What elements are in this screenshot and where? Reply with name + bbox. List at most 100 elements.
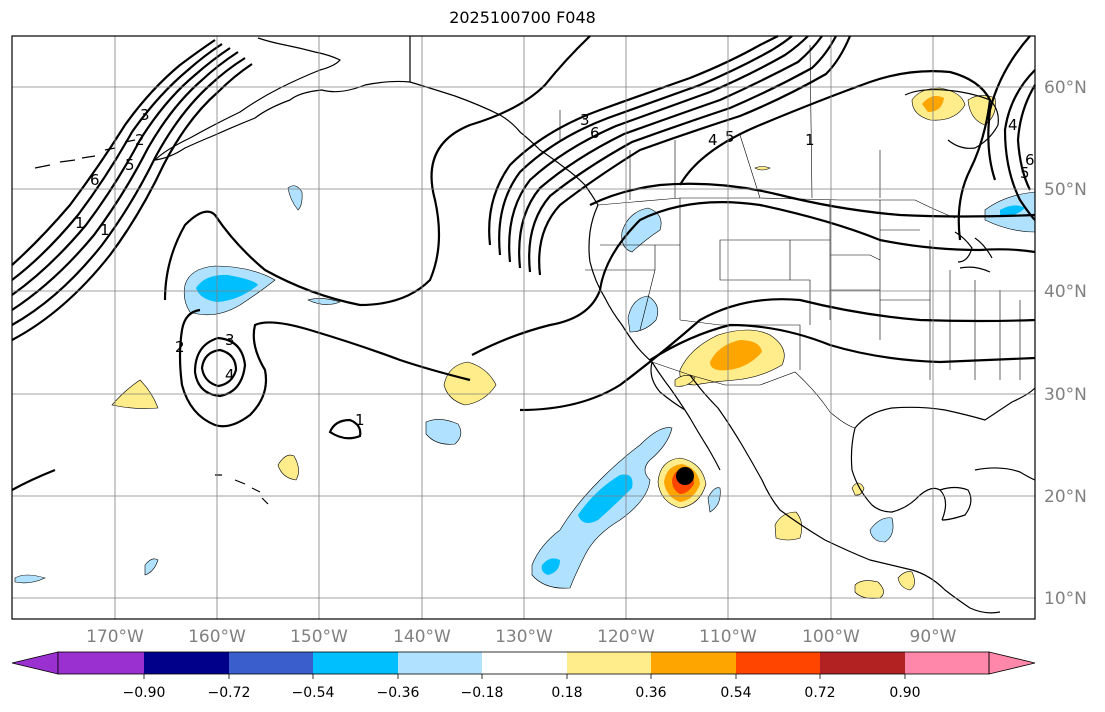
clabel-r1: 4 xyxy=(708,131,718,149)
shade-pos-hudson-2 xyxy=(967,95,996,126)
shade-neg-baja-core xyxy=(578,474,633,524)
colorbar-seg-8 xyxy=(651,652,736,674)
lat-label-50: 50°N xyxy=(1044,180,1087,200)
contour-ridge-4 xyxy=(518,35,823,269)
shade-neg-baja-core-2 xyxy=(541,558,560,575)
coast-central-america xyxy=(911,569,1001,614)
cb-tick-1: −0.90 xyxy=(123,685,166,701)
shade-pos-central-america-2 xyxy=(897,571,915,591)
contour-trough-main xyxy=(163,35,591,307)
colorbar-extend-low xyxy=(11,651,59,675)
clabel-w9: 3 xyxy=(140,106,150,124)
longitude-labels: 170°W 160°W 150°W 140°W 130°W 120°W 110°… xyxy=(86,627,957,647)
clabel-r2: 5 xyxy=(725,128,735,146)
colorbar-seg-11 xyxy=(905,652,989,674)
map-title: 2025100700 F048 xyxy=(449,8,596,27)
contour-west-4 xyxy=(11,51,239,311)
contour-west-1 xyxy=(11,39,216,266)
clabel-e2: 5 xyxy=(1020,164,1030,182)
clabel-w2: 2 xyxy=(175,338,185,356)
coast-cuba xyxy=(974,467,1036,481)
shade-neg-gulf xyxy=(869,517,894,543)
lat-label-60: 60°N xyxy=(1044,78,1087,98)
clabel-e1: 4 xyxy=(1008,116,1018,134)
cb-tick-6: 0.18 xyxy=(551,685,582,701)
cb-tick-8: 0.54 xyxy=(720,685,751,701)
colorbar-seg-5 xyxy=(398,652,482,674)
coast-alaska xyxy=(153,36,411,161)
lon-label-160: 160°W xyxy=(188,627,246,647)
lat-label-40: 40°N xyxy=(1044,282,1087,302)
lat-label-10: 10°N xyxy=(1044,589,1087,609)
shade-pos-central-pacific xyxy=(443,361,497,406)
lon-label-130: 130°W xyxy=(495,627,553,647)
cb-tick-9: 0.72 xyxy=(804,685,835,701)
shade-pos-baja-small xyxy=(674,375,696,387)
clabel-r3: 6 xyxy=(590,124,600,142)
cb-tick-5: −0.18 xyxy=(461,685,504,701)
colorbar-ticks xyxy=(143,674,906,679)
contour-small-circle xyxy=(328,418,362,440)
clabel-w3: 3 xyxy=(225,331,235,349)
cb-tick-3: −0.54 xyxy=(292,685,335,701)
shade-neg-small-2 xyxy=(307,298,341,305)
contour-inland-4 xyxy=(589,182,1036,218)
colorbar-seg-9 xyxy=(736,652,820,674)
coast-hudson-bay xyxy=(904,88,999,149)
gridlines xyxy=(12,36,1035,619)
lon-label-140: 140°W xyxy=(393,627,451,647)
lon-label-120: 120°W xyxy=(597,627,655,647)
shade-neg-small-1 xyxy=(287,185,303,211)
shading-layer xyxy=(14,87,1036,599)
coast-mexico-west xyxy=(689,374,913,571)
lat-label-30: 30°N xyxy=(1044,385,1087,405)
contour-ridge-2 xyxy=(498,35,793,256)
contour-northern-loop xyxy=(679,70,992,241)
contour-small-hawaii xyxy=(11,468,56,491)
colorbar-seg-7 xyxy=(567,652,651,674)
colorbar-extend-high xyxy=(988,651,1036,675)
clabel-w7: 1 xyxy=(75,214,85,232)
colorbar-frame xyxy=(57,651,990,675)
shade-neg-mexico xyxy=(707,487,721,513)
coast-gulf xyxy=(850,387,1036,521)
border-us-mexico xyxy=(651,361,856,429)
colorbar-seg-6 xyxy=(482,652,567,674)
cb-tick-10: 0.90 xyxy=(889,685,920,701)
contour-west-5 xyxy=(11,57,246,326)
contour-inland-2 xyxy=(519,298,1036,412)
coast-baja xyxy=(650,361,721,471)
shade-pos-gulf-small xyxy=(851,482,865,496)
border-canada-provinces xyxy=(559,44,881,200)
clabel-w4: 4 xyxy=(225,366,235,384)
coast-aleutians xyxy=(34,139,136,169)
contour-ridge-6 xyxy=(538,35,852,276)
colorbar: −0.90 −0.72 −0.54 −0.36 −0.18 0.18 0.36 … xyxy=(11,651,1036,701)
lon-label-170: 170°W xyxy=(86,627,144,647)
coast-hawaii xyxy=(215,474,269,505)
contours xyxy=(11,35,1036,491)
colorbar-seg-2 xyxy=(144,652,229,674)
latitude-labels: 60°N 50°N 40°N 30°N 20°N 10°N xyxy=(1044,78,1087,609)
coastlines xyxy=(34,36,1036,614)
contour-ridge-3 xyxy=(508,35,809,263)
contour-labels: 1 2 3 4 5 6 1 2 3 4 5 6 1 3 4 5 6 1 xyxy=(75,106,1035,429)
contour-inland-1 xyxy=(471,201,1036,356)
colorbar-seg-10 xyxy=(820,652,905,674)
clabel-w1: 1 xyxy=(100,221,110,239)
contour-cutoff-low xyxy=(193,336,247,398)
contour-west-2 xyxy=(11,43,223,281)
map-frame xyxy=(11,35,1036,620)
clabel-w6: 6 xyxy=(90,171,100,189)
colorbar-seg-3 xyxy=(229,652,313,674)
lon-label-150: 150°W xyxy=(290,627,348,647)
border-states-1 xyxy=(585,198,1021,380)
contour-ridge-5 xyxy=(528,35,837,273)
contour-cutoff-low-2 xyxy=(200,348,238,388)
contour-west-3 xyxy=(11,47,231,296)
contour-trough-lower xyxy=(178,308,471,428)
contour-inland-3 xyxy=(649,323,1036,364)
clabel-w8: 2 xyxy=(135,131,145,149)
clabel-r4: 1 xyxy=(805,131,815,149)
